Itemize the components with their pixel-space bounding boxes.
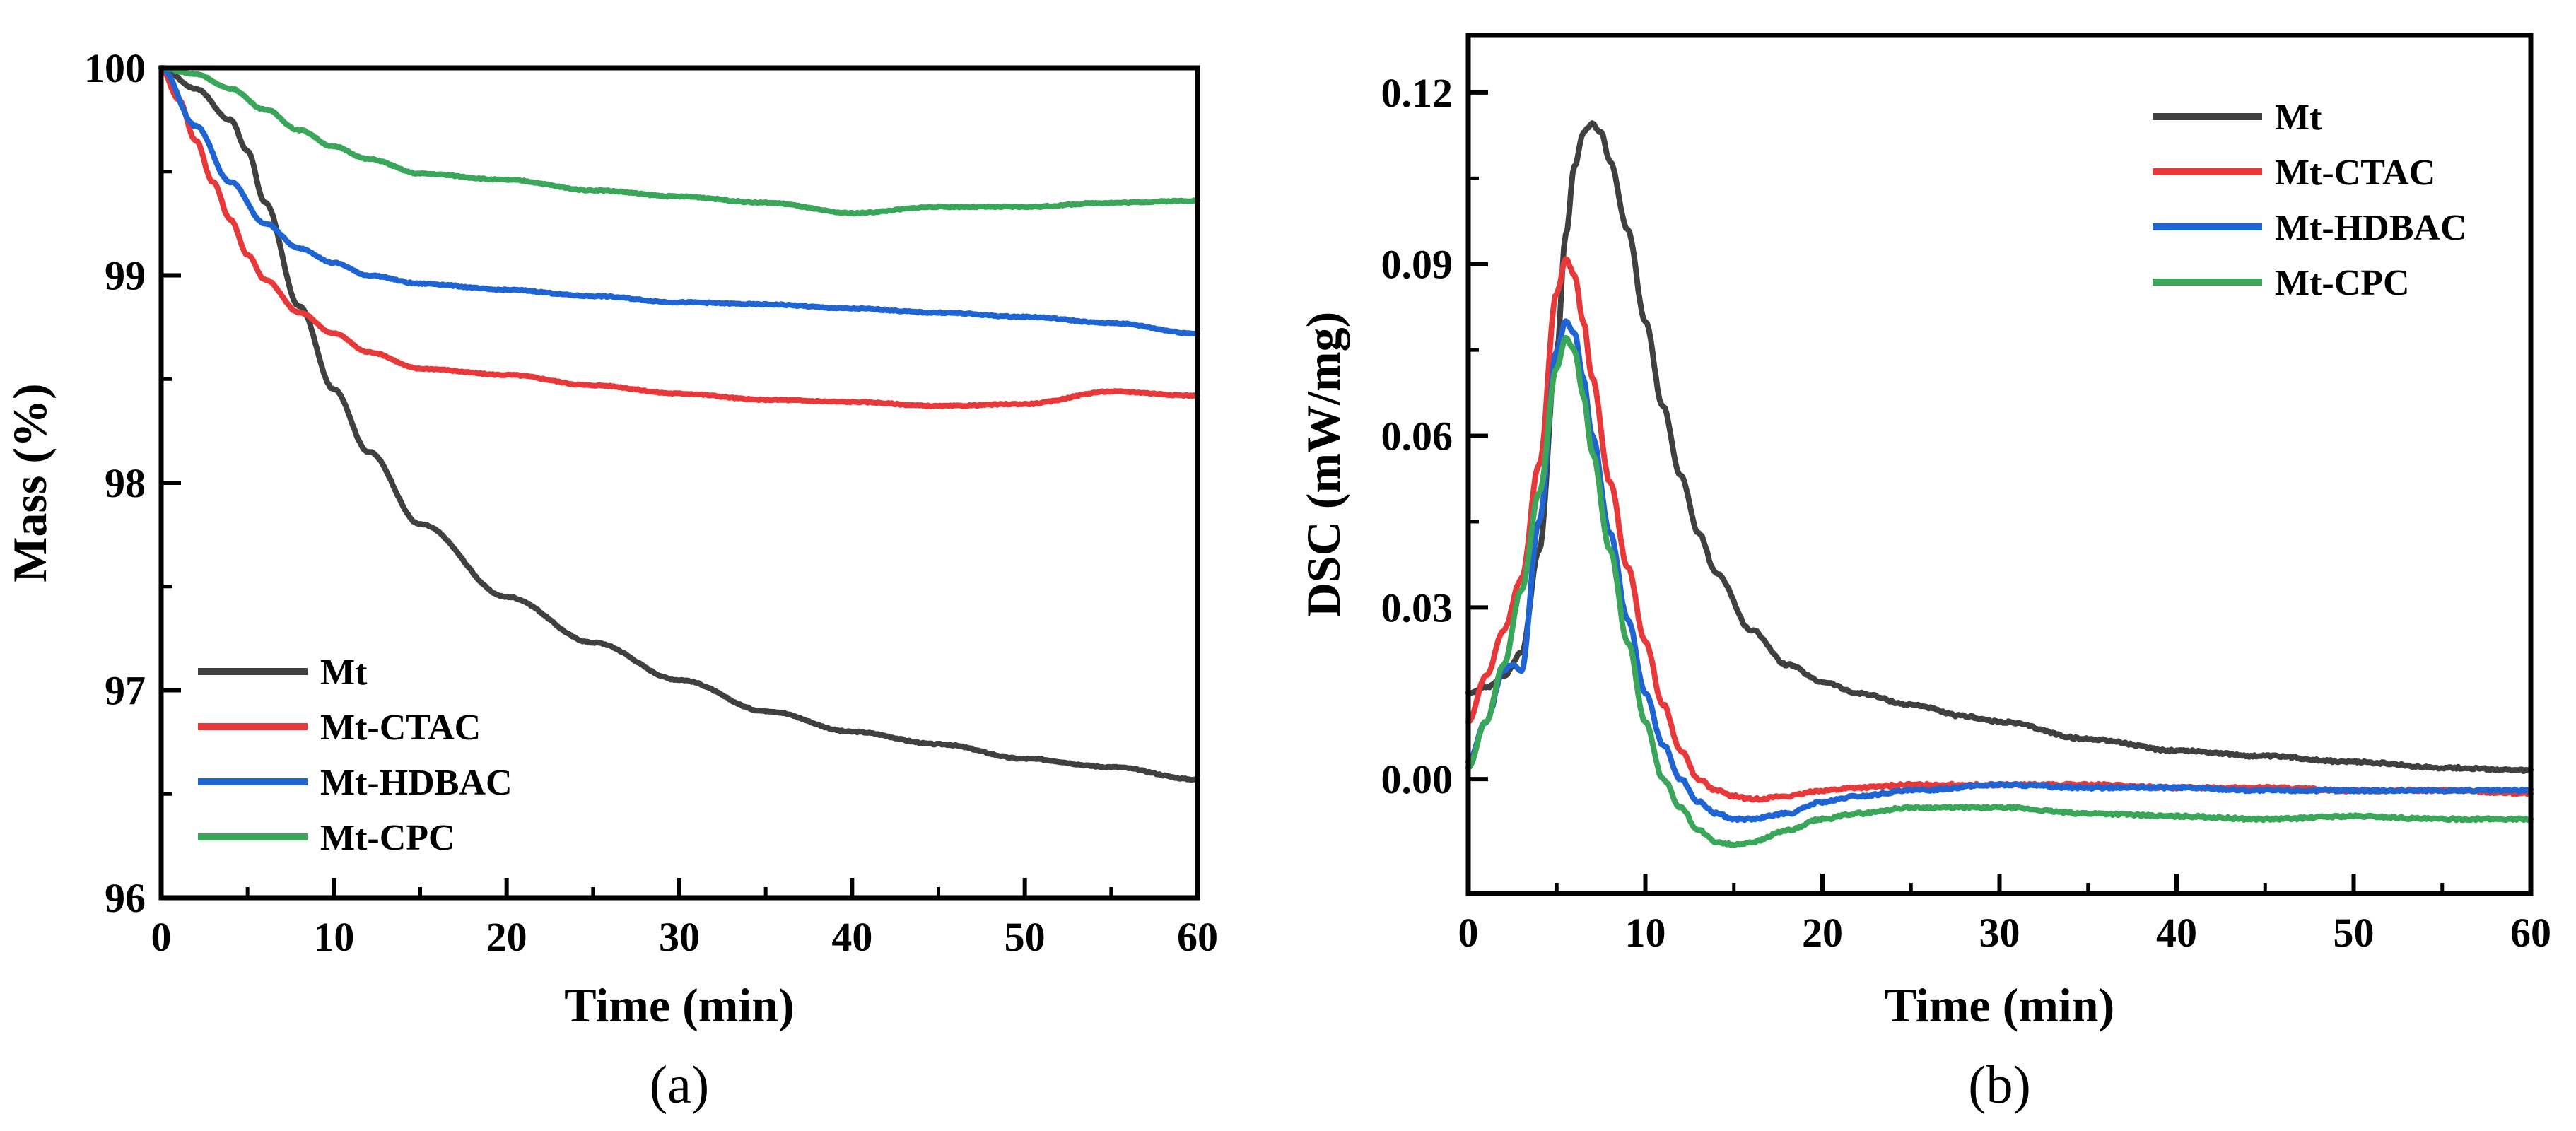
series-line-mt-hdbac [158,65,1200,337]
x-tick-label: 0 [1458,910,1479,956]
chart-b-panel-label: (b) [1968,1055,2031,1115]
x-tick-label: 20 [1802,910,1843,956]
series-line-mt-cpc [158,65,1200,217]
y-tick-label: 100 [84,45,146,91]
series-line-mt [158,65,1200,783]
y-tick-label: 97 [105,668,146,714]
series-line-mt-hdbac [1465,318,2534,824]
y-tick-label: 0.12 [1381,70,1453,116]
chart-a-tick-labels: 0 10 20 30 40 50 60 96 97 98 99 100 [84,45,1218,960]
chart-a-x-axis-label: Time (min) [564,978,795,1032]
chart-b-x-axis-label: Time (min) [1885,978,2115,1032]
legend-label: Mt-HDBAC [320,763,513,803]
x-tick-label: 10 [313,914,354,960]
x-tick-label: 60 [2510,910,2551,956]
chart-panel-b: 0 10 20 30 40 50 60 0.00 0.03 0.06 0.09 0.12 Time (… [1296,33,2552,1115]
series-line-mt-cpc [1465,334,2534,848]
chart-a-series [158,65,1200,783]
x-tick-label: 40 [831,914,872,960]
y-tick-label: 99 [105,253,146,299]
y-tick-label: 96 [105,875,146,921]
chart-b-legend: Mt Mt-CTAC Mt-HDBAC Mt-CPC [2153,98,2467,303]
x-tick-label: 0 [151,914,172,960]
legend-label: Mt-CTAC [320,708,481,748]
legend-label: Mt [2275,98,2322,138]
chart-b-frame [1465,33,2534,896]
x-tick-label: 40 [2156,910,2197,956]
series-line-mt-ctac [158,65,1200,410]
series-line-mt [1465,120,2534,774]
legend-label: Mt [320,652,368,693]
legend-label: Mt-HDBAC [2275,208,2467,248]
y-tick-label: 0.06 [1381,414,1453,459]
chart-a-legend: Mt Mt-CTAC Mt-HDBAC Mt-CPC [198,652,513,858]
y-tick-label: 0.09 [1381,242,1453,288]
x-tick-label: 30 [659,914,700,960]
chart-b-tick-labels: 0 10 20 30 40 50 60 0.00 0.03 0.06 0.09 0.12 [1381,70,2552,956]
chart-a-frame [158,65,1200,901]
x-tick-label: 10 [1625,910,1666,956]
x-tick-label: 60 [1177,914,1218,960]
chart-a-panel-label: (a) [650,1055,709,1115]
y-tick-label: 98 [105,460,146,506]
chart-panel-a: 0 10 20 30 40 50 60 96 97 98 99 100 Time (min) Mass… [3,45,1218,1115]
y-tick-label: 0.00 [1381,756,1453,802]
x-tick-label: 50 [1005,914,1046,960]
x-tick-label: 50 [2334,910,2375,956]
chart-b-series [1465,120,2534,848]
x-tick-label: 20 [486,914,527,960]
chart-a-y-axis-label: Mass (%) [3,383,57,582]
legend-label: Mt-CPC [2275,263,2410,303]
legend-label: Mt-CTAC [2275,153,2435,193]
y-tick-label: 0.03 [1381,585,1453,631]
x-tick-label: 30 [1979,910,2020,956]
legend-label: Mt-CPC [320,818,455,858]
chart-b-y-axis-label: DSC (mW/mg) [1296,312,1350,618]
